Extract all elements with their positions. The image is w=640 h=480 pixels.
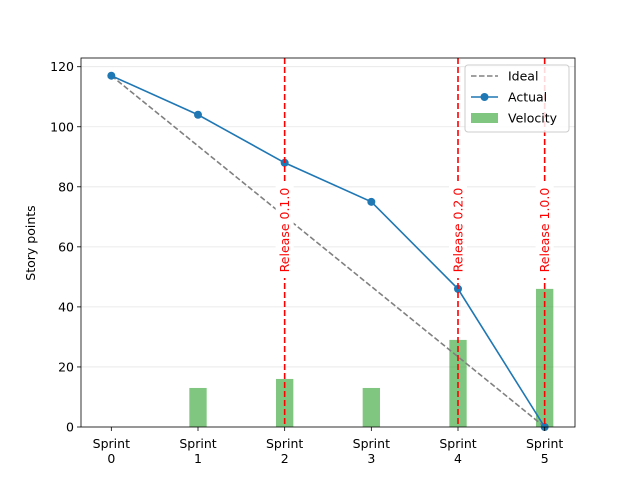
x-tick-label-line: 2 [281, 451, 289, 466]
release-label-backdrop-0 [275, 182, 294, 278]
y-tick-label-0: 0 [66, 420, 74, 435]
plot-frame [80, 57, 576, 428]
release-label-backdrop-1 [449, 182, 467, 278]
legend-label-actual: Actual [508, 90, 547, 105]
x-tick-label-4: Sprint 4 [439, 436, 476, 466]
x-tick-label-3: Sprint 3 [353, 436, 390, 466]
x-tick-label-line: Sprint [93, 436, 130, 451]
legend: Ideal Actual Velocity [464, 64, 570, 133]
x-tick-label-line: 1 [194, 451, 202, 466]
y-tick-label-60: 60 [58, 239, 74, 254]
ideal-line [110, 75, 546, 428]
x-tick-label-2: Sprint 2 [266, 436, 303, 466]
release-label-backdrop-2 [535, 182, 554, 278]
y-tick-label-20: 20 [58, 359, 74, 374]
legend-label-velocity: Velocity [508, 111, 558, 126]
actual-point-0 [107, 71, 116, 80]
velocity-bar-1 [189, 387, 207, 427]
x-tick-label-line: Sprint [353, 436, 390, 451]
actual-point-1 [194, 110, 202, 119]
y-tick-label-120: 120 [50, 59, 74, 74]
x-tick-label-line: Sprint [179, 436, 216, 451]
release-label-2: Release 1.0.0 [537, 188, 552, 273]
x-tick-label-line: 0 [107, 451, 115, 466]
x-tick-label-1: Sprint 1 [179, 436, 216, 466]
legend-marker-actual [480, 93, 489, 101]
x-tick-label-line: 5 [541, 451, 549, 466]
release-label-1: Release 0.2.0 [451, 188, 466, 273]
y-tick-label-100: 100 [50, 119, 74, 134]
actual-point-3 [367, 197, 376, 206]
velocity-bar-3 [362, 387, 380, 427]
x-tick-label-line: Sprint [439, 436, 476, 451]
x-tick-label-line: Sprint [266, 436, 303, 451]
series-lines [107, 71, 549, 431]
x-tick-label-line: 3 [367, 451, 375, 466]
x-tick-label-0: Sprint 0 [93, 436, 130, 466]
y-tick-label-80: 80 [58, 179, 74, 194]
x-tick-label-line: 4 [454, 451, 462, 466]
x-tick-label-5: Sprint 5 [526, 436, 563, 466]
release-markers: Release 0.1.0 Release 0.2.0 Release 1.0.0 [275, 58, 554, 427]
release-label-0: Release 0.1.0 [277, 188, 292, 273]
velocity-bars [189, 288, 554, 427]
legend-label-ideal: Ideal [508, 69, 538, 84]
actual-line [111, 74, 546, 428]
y-tick-label-40: 40 [58, 299, 74, 314]
x-tick-label-line: Sprint [526, 436, 563, 451]
y-axis-label: Story points [23, 205, 38, 280]
legend-swatch-velocity [471, 113, 498, 123]
